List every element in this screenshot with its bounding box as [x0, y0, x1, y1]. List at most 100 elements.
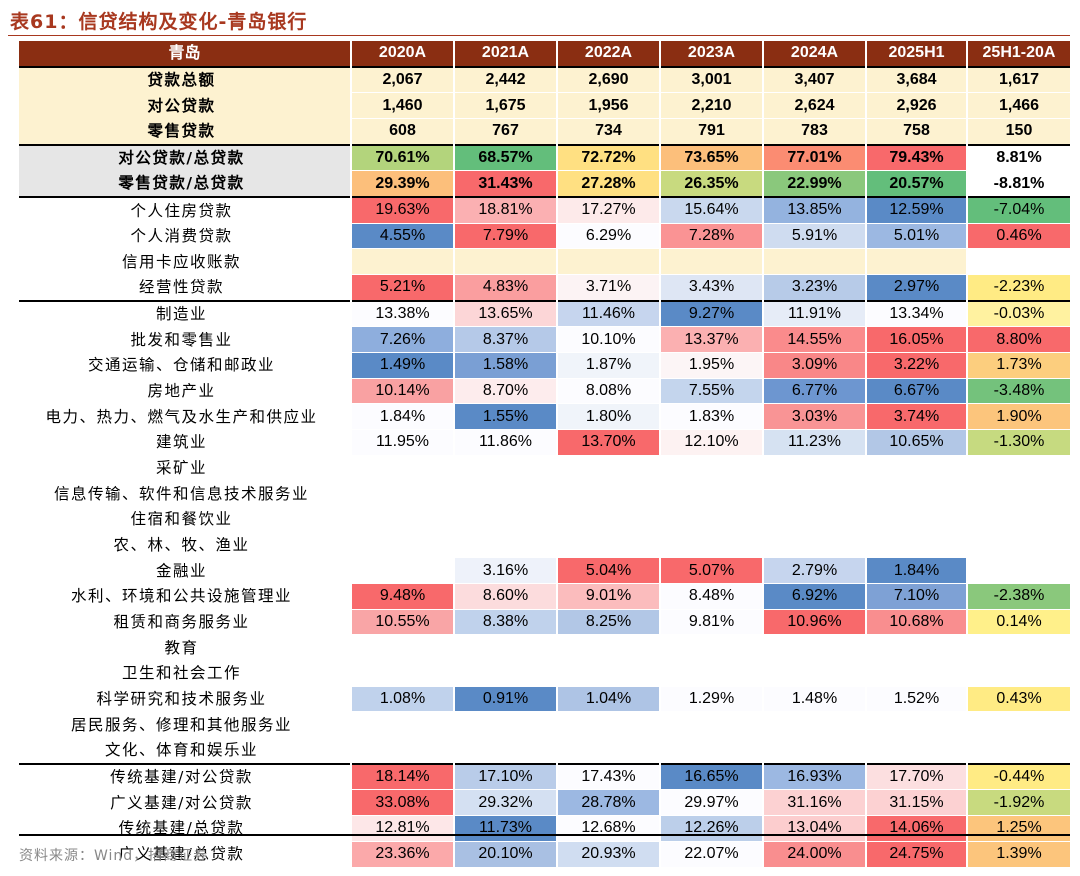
data-cell [350, 531, 454, 558]
data-cell: 23.36% [350, 840, 454, 867]
data-cell [556, 506, 660, 533]
data-cell: 17.70% [865, 762, 967, 790]
data-cell: 73.65% [659, 143, 763, 171]
data-cell: 26.35% [659, 170, 763, 198]
data-cell [350, 506, 454, 533]
data-cell [966, 480, 1070, 507]
data-cell: 8.70% [453, 377, 557, 404]
data-cell: 1.52% [865, 685, 967, 712]
data-cell: 1,675 [453, 92, 557, 119]
row-label: 对公贷款 [19, 92, 351, 119]
data-cell: 2,926 [865, 92, 967, 119]
data-cell [350, 557, 454, 584]
data-cell: 29.39% [350, 170, 454, 198]
data-cell: 1.39% [966, 840, 1070, 867]
data-cell [966, 506, 1070, 533]
data-cell: 1.84% [350, 403, 454, 430]
data-cell: 6.77% [762, 377, 866, 404]
data-cell: 2.79% [762, 557, 866, 584]
column-header-period: 2024A [762, 41, 866, 67]
data-cell: 13.38% [350, 299, 454, 327]
data-cell: 79.43% [865, 143, 967, 171]
data-cell: 3.43% [659, 274, 763, 301]
data-cell [762, 737, 866, 764]
table-row: 个人消费贷款 4.55% 7.79% 6.29% 7.28% 5.91% 5.01% 0.46… [19, 222, 1070, 249]
data-cell: -8.81% [966, 170, 1070, 198]
data-cell [966, 454, 1070, 481]
data-cell [762, 660, 866, 687]
data-cell: 15.64% [659, 196, 763, 224]
data-cell [865, 506, 967, 533]
data-cell [762, 634, 866, 661]
data-cell: -2.38% [966, 583, 1070, 610]
data-cell: 791 [659, 118, 763, 145]
table-row: 采矿业 [19, 454, 1070, 481]
data-cell: 6.67% [865, 377, 967, 404]
data-cell: 10.96% [762, 608, 866, 635]
data-cell: 1.83% [659, 403, 763, 430]
data-cell [659, 660, 763, 687]
data-cell: 14.55% [762, 326, 866, 353]
table-row: 对公贷款/总贷款 70.61% 68.57% 72.72% 73.65% 77.01% 79… [19, 143, 1070, 171]
data-cell [556, 634, 660, 661]
data-cell: 5.01% [865, 222, 967, 249]
row-label: 房地产业 [147, 382, 216, 401]
row-label: 贷款总额 [19, 65, 351, 93]
data-cell [350, 711, 454, 738]
data-cell: 31.15% [865, 789, 967, 816]
row-label: 经营性贷款 [138, 278, 224, 297]
data-cell [659, 480, 763, 507]
data-cell: 0.91% [453, 685, 557, 712]
data-cell: 31.16% [762, 789, 866, 816]
data-cell: 29.97% [659, 789, 763, 816]
data-cell: 1,617 [966, 65, 1070, 93]
data-cell [350, 737, 454, 764]
data-cell: 24.75% [865, 840, 967, 867]
credit-structure-table: 青岛 2020A 2021A 2022A 2023A 2024A 2025H1 25H1-20… [19, 41, 1070, 867]
data-cell: -0.03% [966, 299, 1070, 327]
row-label: 电力、热力、燃气及水生产和供应业 [45, 407, 318, 426]
data-cell: 8.48% [659, 583, 763, 610]
data-cell: 8.60% [453, 583, 557, 610]
data-cell: 3,001 [659, 65, 763, 93]
data-cell: -1.30% [966, 429, 1070, 456]
data-cell: 11.95% [350, 429, 454, 456]
table-body: 贷款总额 2,067 2,442 2,690 3,001 3,407 3,684 1,617 对… [19, 65, 1070, 867]
data-cell: 1.87% [556, 352, 660, 379]
data-cell: 20.10% [453, 840, 557, 867]
data-cell: 9.27% [659, 299, 763, 327]
data-cell: 783 [762, 118, 866, 145]
data-cell [865, 248, 967, 275]
row-label: 广义基建/对公贷款 [110, 793, 253, 812]
data-cell: 0.43% [966, 685, 1070, 712]
column-header-region: 青岛 [19, 41, 351, 67]
data-cell [966, 737, 1070, 764]
data-cell [453, 711, 557, 738]
table-row: 广义基建/总贷款 23.36% 20.10% 20.93% 22.07% 24.00% 24… [19, 840, 1070, 867]
table-row: 对公贷款 1,460 1,675 1,956 2,210 2,624 2,926 1,466 [19, 92, 1070, 119]
row-label: 交通运输、仓储和邮政业 [87, 356, 275, 375]
row-label: 传统基建/总贷款 [118, 819, 245, 838]
data-cell [659, 737, 763, 764]
data-cell: 1.80% [556, 403, 660, 430]
data-cell: 31.43% [453, 170, 557, 198]
data-cell [350, 454, 454, 481]
data-cell: 0.46% [966, 222, 1070, 249]
column-header-period: 2025H1 [865, 41, 967, 67]
data-cell: 13.70% [556, 429, 660, 456]
data-cell: 4.83% [453, 274, 557, 301]
data-cell: 13.34% [865, 299, 967, 327]
data-cell: 767 [453, 118, 557, 145]
data-cell: 13.65% [453, 299, 557, 327]
row-label: 个人消费贷款 [130, 227, 233, 246]
data-cell [762, 454, 866, 481]
data-cell: 150 [966, 118, 1070, 145]
data-cell [966, 248, 1070, 275]
data-cell [865, 660, 967, 687]
table-row: 租赁和商务服务业 10.55% 8.38% 8.25% 9.81% 10.96% 10.68… [19, 608, 1070, 635]
data-cell [966, 711, 1070, 738]
data-cell [556, 480, 660, 507]
data-cell: 2,624 [762, 92, 866, 119]
table-row: 信息传输、软件和信息技术服务业 [19, 480, 1070, 507]
data-cell: 10.14% [350, 377, 454, 404]
